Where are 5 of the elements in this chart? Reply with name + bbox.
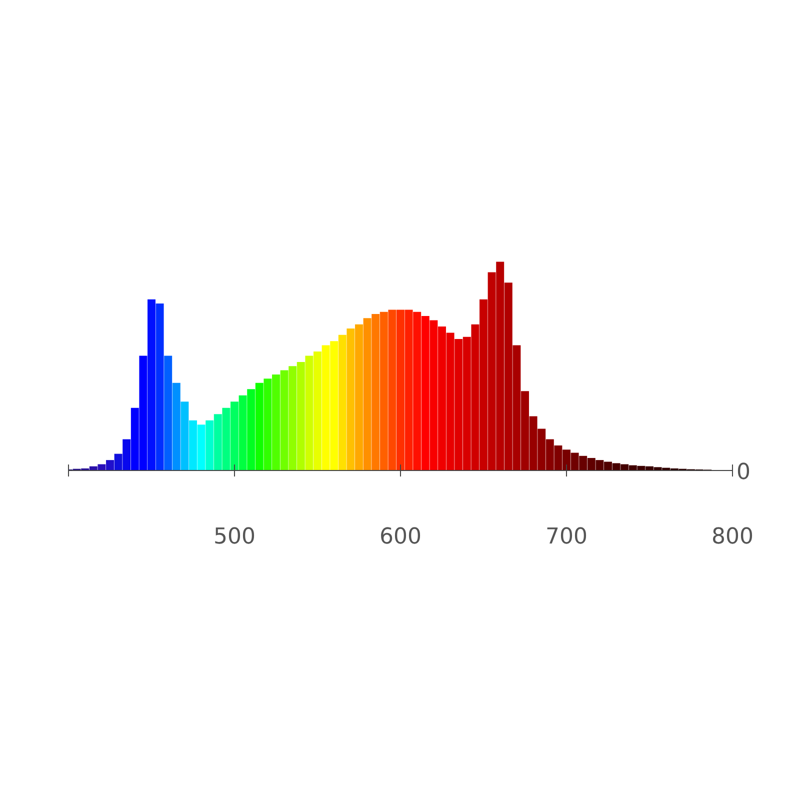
x-tick-label: 500 xyxy=(214,524,256,550)
text: 0 xyxy=(736,460,750,485)
x-tick-label: 700 xyxy=(546,524,588,550)
x-tick-label: 600 xyxy=(380,524,422,550)
x-tick-label: 800 xyxy=(712,524,754,550)
